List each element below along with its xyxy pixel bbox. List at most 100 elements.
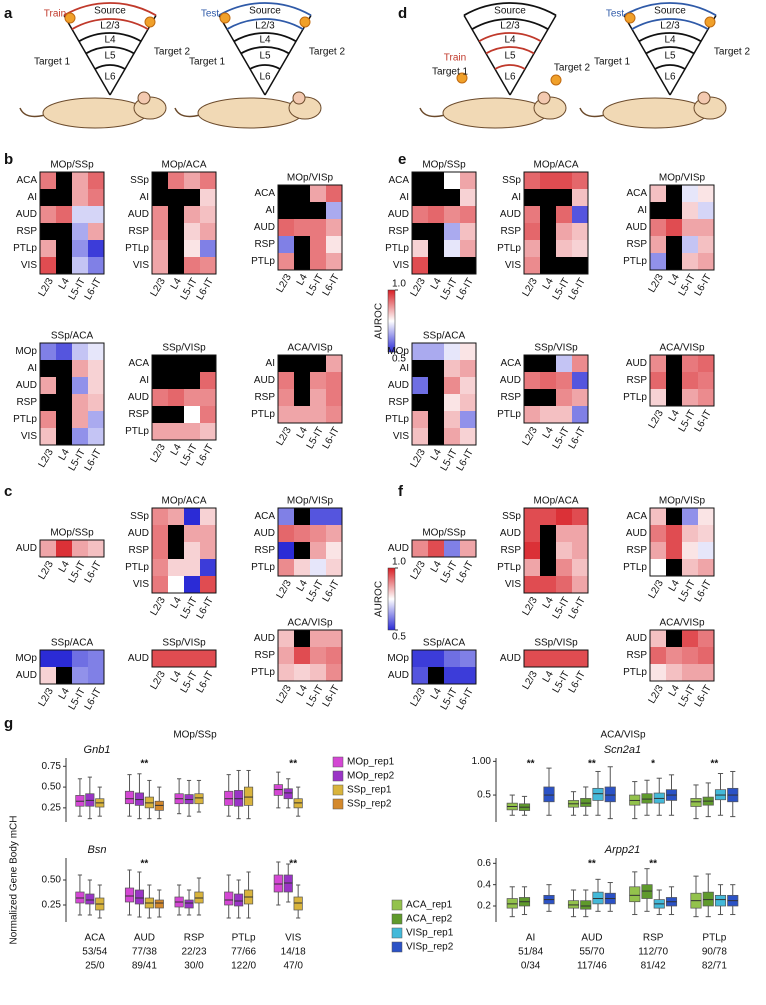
target-label: Target 1 [432,67,469,78]
heatmap-cell [294,542,310,559]
heatmap-cell [682,372,698,389]
x-tick-label: PTLp [702,933,726,944]
panel-label: d [398,5,407,22]
column-label: L4 [429,276,444,292]
heatmap-cell [412,411,428,428]
heatmap-cell [666,355,682,372]
heatmap-cell [698,355,714,372]
heatmap-cell [184,542,200,559]
layer-label: L5 [504,51,516,62]
heatmap-cell [444,223,460,240]
row-label: PTLp [251,667,275,678]
row-label: PTLp [251,562,275,573]
heatmap-cell [460,257,476,274]
heatmap-title: SSp/VISp [162,638,206,649]
heatmap-cell [200,206,216,223]
heatmap-cell [56,411,72,428]
heatmap-cell [682,647,698,664]
heatmap-cell [698,219,714,236]
heatmap-cell [412,540,428,557]
heatmap-cell [88,189,104,206]
layer-arc [226,18,304,30]
heatmap-cell [524,372,540,389]
heatmap-cell [168,355,184,372]
cortex-fan [63,2,157,96]
column-label: L6-IT [83,686,104,712]
legend-swatch [332,798,344,810]
heatmap-cell [650,253,666,270]
heatmap-cell [294,389,310,406]
column-label: L2/3 [521,425,540,448]
heatmap-cell [278,185,294,202]
heatmap-cell [412,189,428,206]
heatmap-cell [294,508,310,525]
heatmap-cell [666,630,682,647]
row-label: AUD [16,209,37,220]
column-label: L6-IT [567,669,588,695]
heatmap-cell [524,355,540,372]
count-label: 25/0 [85,961,105,972]
heatmap-cell [524,406,540,423]
box [690,798,702,807]
heatmap-cell [72,428,88,445]
heatmap-cell [572,389,588,406]
x-tick-label: VIS [285,933,301,944]
row-label: VIS [393,260,409,271]
heatmap-cell [556,372,572,389]
significance: * [651,759,655,770]
heatmap-cell [556,240,572,257]
heatmap-cell [650,664,666,681]
heatmap-cell [460,377,476,394]
legend-swatch [391,941,403,953]
heatmap-title: MOp/VISp [287,496,334,507]
legend-label: ACA_rep2 [406,914,453,925]
count-label: 82/71 [702,961,727,972]
box [85,893,95,905]
y-tick-label: 0.50 [42,875,62,886]
heatmap-title: MOp/VISp [659,173,706,184]
heatmap-cell [460,206,476,223]
heatmap-cell [572,223,588,240]
row-label: SSp [130,175,149,186]
heatmap-cell [572,189,588,206]
heatmap-cell [524,172,540,189]
heatmap-cell [40,343,56,360]
heatmap-cell [540,406,556,423]
heatmap-cell [72,394,88,411]
heatmap-cell [412,343,428,360]
heatmap-cell [184,206,200,223]
heatmap-title: ACA/VISp [659,618,704,629]
heatmap-cell [556,257,572,274]
row-label: PTLp [497,409,521,420]
heatmap-cell [200,257,216,274]
count-label: 30/0 [184,961,204,972]
column-label: L4 [169,595,184,611]
heatmap-cell [200,372,216,389]
heatmap-cell [152,525,168,542]
row-label: RSP [500,226,521,237]
layer-arc [218,2,312,17]
subplot-title: Gnb1 [84,744,111,756]
row-label: RSP [128,409,149,420]
layer-label: L4 [104,35,116,46]
row-label: PTLp [623,256,647,267]
heatmap-cell [56,428,72,445]
heatmap-cell [650,559,666,576]
heatmap-cell [666,647,682,664]
x-tick-label: ACA [85,933,106,944]
heatmap-cell [650,630,666,647]
heatmap-cell [56,650,72,667]
heatmap-cell [56,257,72,274]
heatmap-title: MOp/SSp [50,528,94,539]
box [580,798,592,807]
heatmap-cell [294,406,310,423]
heatmap-cell [524,576,540,593]
heatmap-cell [326,236,342,253]
heatmap-cell [294,630,310,647]
heatmap-cell [428,257,444,274]
heatmap-title: MOp/VISp [659,496,706,507]
heatmap-cell [444,206,460,223]
count-label: 90/78 [702,947,727,958]
heatmap-cell [152,508,168,525]
subplot-title: Bsn [88,844,107,856]
